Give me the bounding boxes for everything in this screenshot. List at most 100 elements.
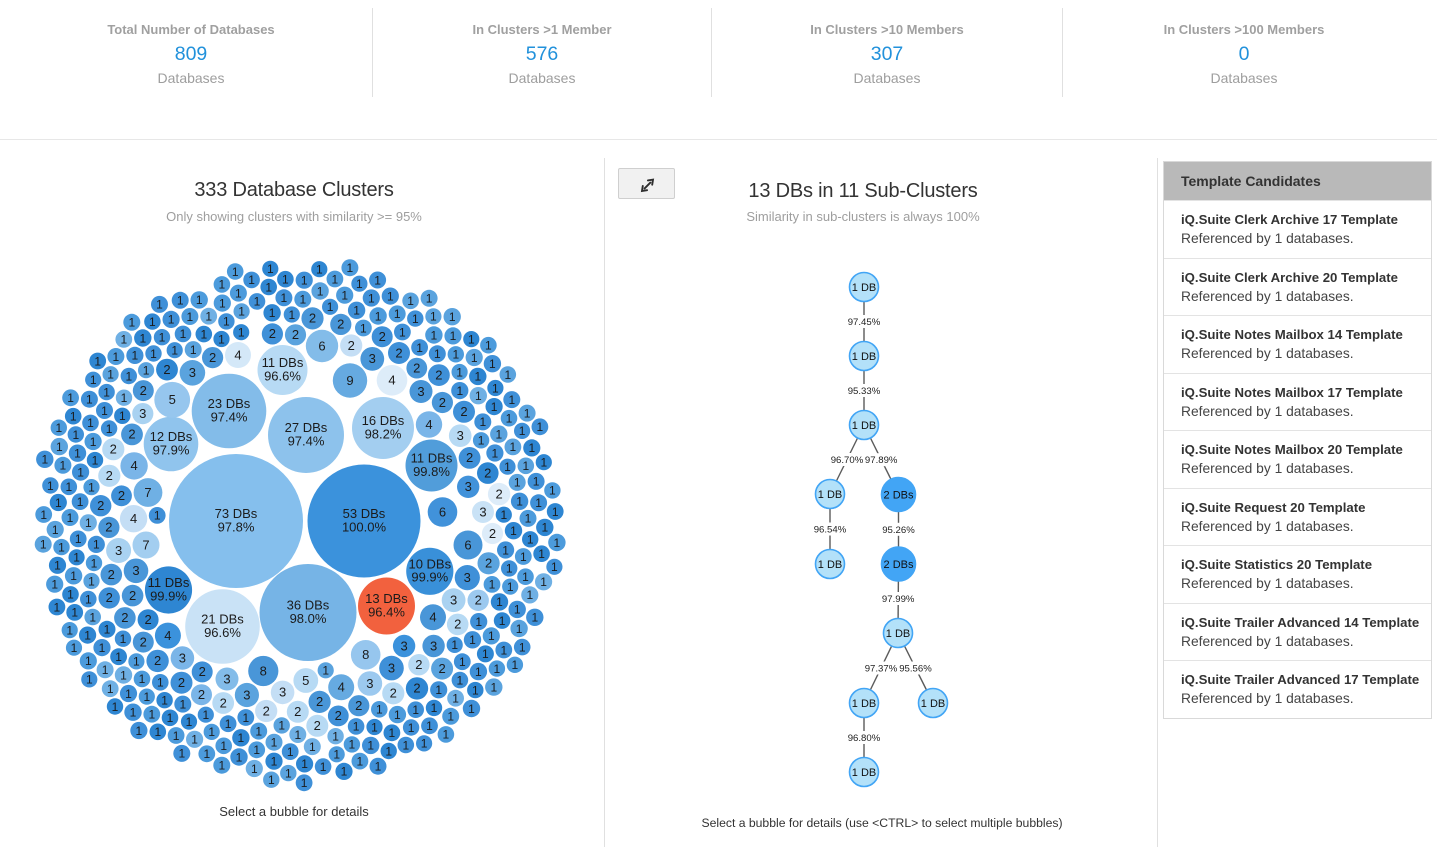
svg-text:1 DB: 1 DB [852,282,876,294]
svg-text:1: 1 [394,708,401,722]
svg-text:1: 1 [56,440,63,454]
svg-text:1: 1 [55,496,62,510]
svg-text:1 DB: 1 DB [852,420,876,432]
svg-text:1: 1 [488,629,495,643]
svg-text:1: 1 [492,446,499,460]
svg-text:1: 1 [70,569,77,583]
svg-text:1: 1 [332,272,339,286]
svg-text:23 DBs: 23 DBs [208,396,251,411]
svg-text:1: 1 [301,776,308,790]
svg-text:1: 1 [456,384,463,398]
svg-text:2: 2 [337,317,344,332]
svg-text:2: 2 [263,703,270,718]
svg-text:1: 1 [492,381,499,395]
svg-text:1: 1 [489,578,496,592]
svg-text:1: 1 [47,479,54,493]
svg-text:2 DBs: 2 DBs [884,559,914,571]
svg-text:1: 1 [253,743,260,757]
svg-text:1: 1 [120,632,127,646]
svg-text:1: 1 [40,508,47,522]
svg-text:2: 2 [121,610,128,625]
svg-text:1: 1 [520,550,527,564]
svg-text:2: 2 [390,686,397,701]
svg-text:1: 1 [120,333,127,347]
svg-text:1: 1 [412,703,419,717]
svg-text:1: 1 [452,692,459,706]
svg-text:2: 2 [484,465,491,480]
svg-text:1: 1 [301,757,308,771]
svg-text:1: 1 [125,369,132,383]
svg-text:1: 1 [504,368,511,382]
svg-text:1: 1 [236,750,243,764]
svg-text:1: 1 [527,533,534,547]
svg-text:1: 1 [51,578,58,592]
svg-text:1: 1 [459,655,466,669]
svg-text:1: 1 [431,328,438,342]
svg-text:53 DBs: 53 DBs [343,506,386,521]
svg-text:1: 1 [72,428,79,442]
svg-text:1 DB: 1 DB [886,628,910,640]
svg-text:2: 2 [466,450,473,465]
svg-text:1: 1 [113,350,120,364]
svg-text:1: 1 [451,638,458,652]
svg-text:3: 3 [243,687,250,702]
svg-text:99.9%: 99.9% [411,570,448,585]
svg-text:1: 1 [471,351,478,365]
svg-text:99.9%: 99.9% [150,588,187,603]
svg-text:1: 1 [71,641,78,655]
svg-text:1: 1 [130,706,137,720]
svg-text:96.6%: 96.6% [264,368,301,383]
svg-text:11 DBs: 11 DBs [148,575,190,590]
svg-text:95.33%: 95.33% [848,386,881,397]
svg-text:95.26%: 95.26% [882,525,915,536]
svg-text:2: 2 [454,617,461,632]
svg-text:2: 2 [413,681,420,696]
svg-text:1: 1 [356,277,363,291]
svg-text:2: 2 [106,468,113,483]
svg-text:2: 2 [415,657,422,672]
svg-text:1: 1 [102,663,109,677]
svg-text:6: 6 [439,504,446,519]
svg-text:1: 1 [540,456,547,470]
svg-text:1: 1 [394,307,401,321]
svg-text:1: 1 [150,347,157,361]
svg-text:1: 1 [268,773,275,787]
svg-text:1: 1 [450,329,457,343]
svg-text:97.45%: 97.45% [848,317,881,328]
svg-text:12 DBs: 12 DBs [150,429,193,444]
svg-text:1: 1 [54,559,61,573]
svg-text:1: 1 [500,508,507,522]
svg-text:1: 1 [205,310,212,324]
svg-text:2: 2 [314,718,321,733]
svg-text:1: 1 [478,434,485,448]
svg-text:1: 1 [525,512,532,526]
svg-text:9: 9 [346,373,353,388]
svg-text:4: 4 [425,417,432,432]
svg-text:1: 1 [510,524,517,538]
svg-text:1: 1 [507,580,514,594]
svg-text:2: 2 [489,526,496,541]
svg-text:2: 2 [413,360,420,375]
svg-text:1: 1 [479,415,486,429]
svg-text:1: 1 [67,588,74,602]
svg-text:1: 1 [519,640,526,654]
svg-text:1: 1 [177,294,184,308]
svg-text:2: 2 [220,695,227,710]
svg-text:95.56%: 95.56% [899,664,932,675]
svg-text:1: 1 [254,295,261,309]
svg-text:1: 1 [242,711,249,725]
svg-text:1: 1 [506,562,513,576]
svg-text:1: 1 [474,370,481,384]
svg-text:1: 1 [426,292,433,306]
svg-text:2: 2 [105,520,112,535]
svg-text:1: 1 [443,728,450,742]
svg-text:3: 3 [400,638,407,653]
svg-text:97.4%: 97.4% [288,433,325,448]
svg-text:1: 1 [132,349,139,363]
svg-text:3: 3 [115,543,122,558]
svg-text:1: 1 [494,662,501,676]
svg-text:2: 2 [439,395,446,410]
svg-text:1: 1 [496,595,503,609]
svg-text:2: 2 [106,590,113,605]
svg-text:1: 1 [71,606,78,620]
